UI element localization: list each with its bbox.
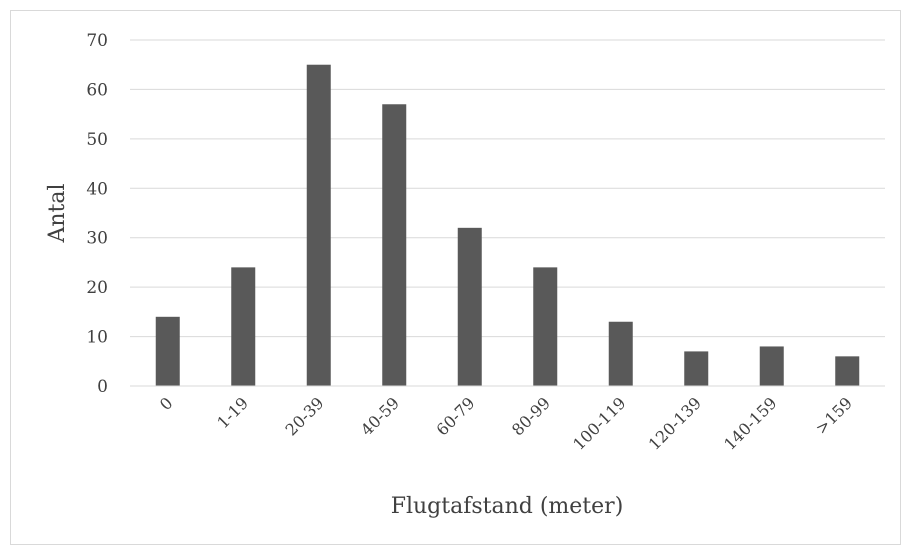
bar	[382, 104, 407, 386]
y-tick-label: 50	[86, 130, 108, 150]
y-tick-label: 60	[86, 80, 108, 100]
x-tick-label: 1-19	[213, 393, 252, 432]
x-tick-label: 60-79	[433, 393, 479, 439]
x-tick-label: 20-39	[282, 393, 328, 439]
bar	[684, 351, 709, 386]
x-tick-label: 120-139	[645, 393, 705, 453]
y-axis-ticks: 0 10 20 30 40 50 60 70	[86, 31, 108, 397]
chart-frame	[10, 10, 901, 545]
x-tick-label: 0	[156, 393, 177, 414]
x-tick-label: 40-59	[357, 393, 403, 439]
y-tick-label: 70	[86, 31, 108, 51]
bar	[306, 64, 331, 386]
y-tick-label: 20	[86, 278, 108, 298]
x-tick-label: 100-119	[569, 393, 629, 453]
x-axis-title: Flugtafstand (meter)	[391, 494, 624, 519]
y-tick-label: 30	[86, 229, 108, 249]
bar	[231, 267, 256, 386]
bar	[608, 321, 633, 386]
x-axis-ticks: 0 1-19 20-39 40-59 60-79 80-99 100-119 120-139 1…	[156, 393, 856, 453]
bar	[835, 356, 860, 386]
y-tick-label: 40	[86, 179, 108, 199]
x-tick-label: 80-99	[508, 393, 554, 439]
bar	[155, 316, 180, 386]
bar	[533, 267, 558, 386]
bars	[155, 64, 860, 386]
x-tick-label: >159	[812, 393, 857, 438]
bar	[759, 346, 784, 386]
y-axis-title: Antal	[45, 183, 70, 243]
y-tick-label: 10	[86, 328, 108, 348]
gridlines	[130, 39, 885, 338]
x-tick-label: 140-159	[720, 393, 780, 453]
y-tick-label: 0	[97, 377, 108, 397]
bar	[457, 227, 482, 386]
